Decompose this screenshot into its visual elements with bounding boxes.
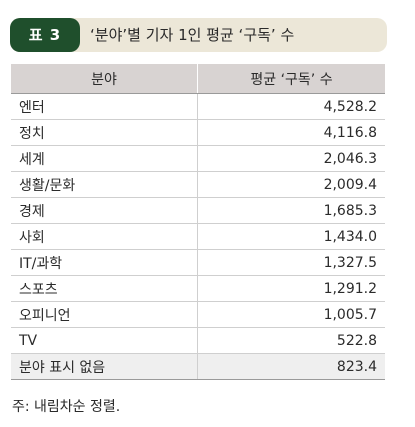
table-row: 생활/문화 2,009.4	[11, 171, 385, 198]
category-cell: IT/과학	[11, 249, 198, 276]
table-title: ‘분야’별 기자 1인 평균 ‘구독’ 수	[90, 26, 295, 44]
table-row: TV 522.8	[11, 327, 385, 354]
average-value-cell: 1,005.7	[197, 301, 385, 328]
average-value-cell: 1,434.0	[197, 223, 385, 250]
average-value-cell: 1,291.2	[197, 275, 385, 302]
average-value-cell: 2,009.4	[197, 171, 385, 198]
table-row: 엔터 4,528.2	[11, 93, 385, 120]
category-cell: 엔터	[11, 93, 198, 120]
category-cell: 정치	[11, 119, 198, 146]
category-cell: 오피니언	[11, 301, 198, 328]
table-header-row: 분야 평균 ‘구독’ 수	[11, 64, 385, 94]
column-header-average: 평균 ‘구독’ 수	[197, 64, 385, 94]
average-value-cell: 4,116.8	[197, 119, 385, 146]
table-row: 오피니언 1,005.7	[11, 301, 385, 328]
category-cell: 생활/문화	[11, 171, 198, 198]
table-row: 세계 2,046.3	[11, 145, 385, 172]
table-row: 경제 1,685.3	[11, 197, 385, 224]
column-header-category: 분야	[11, 64, 198, 94]
category-cell: 분야 표시 없음	[11, 353, 198, 380]
average-value-cell: 2,046.3	[197, 145, 385, 172]
table-row: 분야 표시 없음 823.4	[11, 353, 385, 380]
table-row: IT/과학 1,327.5	[11, 249, 385, 276]
subscription-table: 분야 평균 ‘구독’ 수 엔터 4,528.2 정치 4,116.8 세계 2,046.3…	[11, 64, 385, 380]
table-row: 스포츠 1,291.2	[11, 275, 385, 302]
category-cell: 세계	[11, 145, 198, 172]
category-cell: 경제	[11, 197, 198, 224]
average-value-cell: 1,327.5	[197, 249, 385, 276]
table-title-bar: 표 3 ‘분야’별 기자 1인 평균 ‘구독’ 수	[10, 18, 387, 52]
table-row: 사회 1,434.0	[11, 223, 385, 250]
average-value-cell: 823.4	[197, 353, 385, 380]
category-cell: 사회	[11, 223, 198, 250]
category-cell: 스포츠	[11, 275, 198, 302]
average-value-cell: 522.8	[197, 327, 385, 354]
table-number-badge: 표 3	[10, 18, 80, 52]
average-value-cell: 1,685.3	[197, 197, 385, 224]
category-cell: TV	[11, 327, 198, 354]
average-value-cell: 4,528.2	[197, 93, 385, 120]
table-body: 엔터 4,528.2 정치 4,116.8 세계 2,046.3 생활/문화 2,009.4 경…	[11, 93, 385, 380]
table-note: 주: 내림차순 정렬.	[12, 399, 121, 415]
table-row: 정치 4,116.8	[11, 119, 385, 146]
